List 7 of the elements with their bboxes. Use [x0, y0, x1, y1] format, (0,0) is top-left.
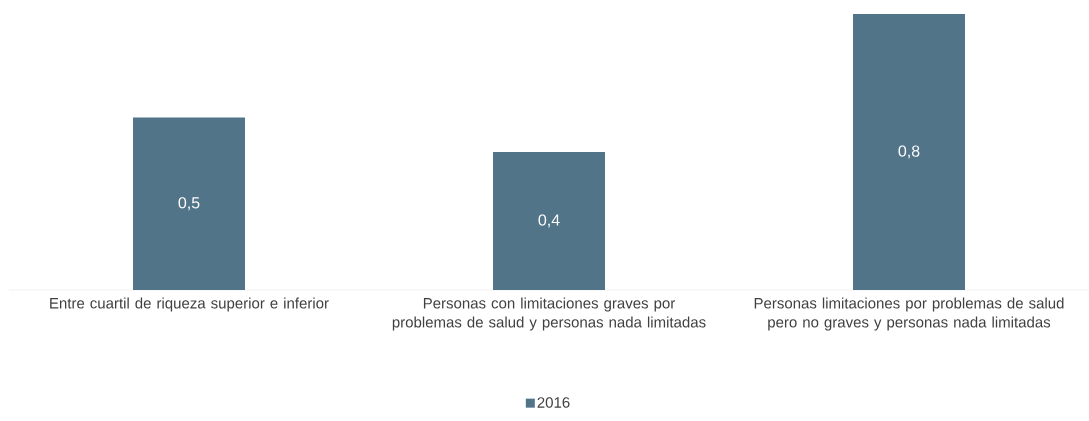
data-label: 0,8 — [898, 145, 920, 159]
data-label: 0,4 — [538, 214, 560, 228]
x-tick-label: Personas con limitaciones graves por problemas de salud y personas nada limitadas — [392, 297, 706, 331]
legend-label: 2016 — [537, 397, 570, 408]
data-label: 0,5 — [178, 197, 200, 211]
x-tick-label: Entre cuartil de riqueza superior e inferior — [50, 297, 329, 312]
x-tick-label: Personas limitaciones por problemas de salud pero no graves y personas nada limitadas — [754, 297, 1064, 331]
